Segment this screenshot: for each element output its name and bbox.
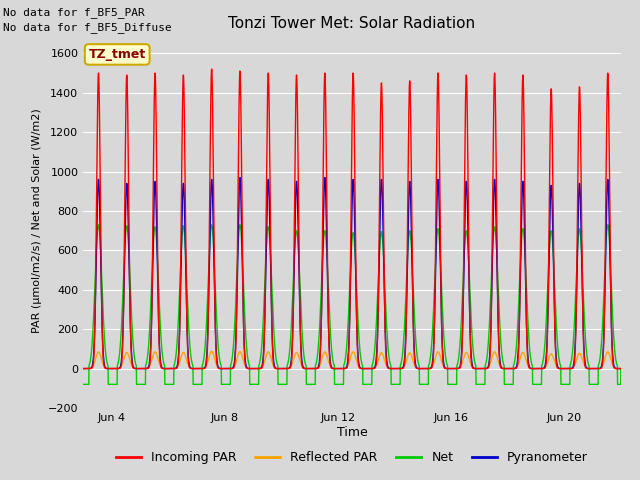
Text: No data for f_BF5_PAR: No data for f_BF5_PAR: [3, 7, 145, 18]
Y-axis label: PAR (μmol/m2/s) / Net and Solar (W/m2): PAR (μmol/m2/s) / Net and Solar (W/m2): [32, 108, 42, 333]
Legend: Incoming PAR, Reflected PAR, Net, Pyranometer: Incoming PAR, Reflected PAR, Net, Pyrano…: [111, 446, 593, 469]
Text: TZ_tmet: TZ_tmet: [88, 48, 146, 61]
X-axis label: Time: Time: [337, 426, 367, 439]
Text: No data for f_BF5_Diffuse: No data for f_BF5_Diffuse: [3, 22, 172, 33]
Title: Tonzi Tower Met: Solar Radiation: Tonzi Tower Met: Solar Radiation: [228, 16, 476, 31]
